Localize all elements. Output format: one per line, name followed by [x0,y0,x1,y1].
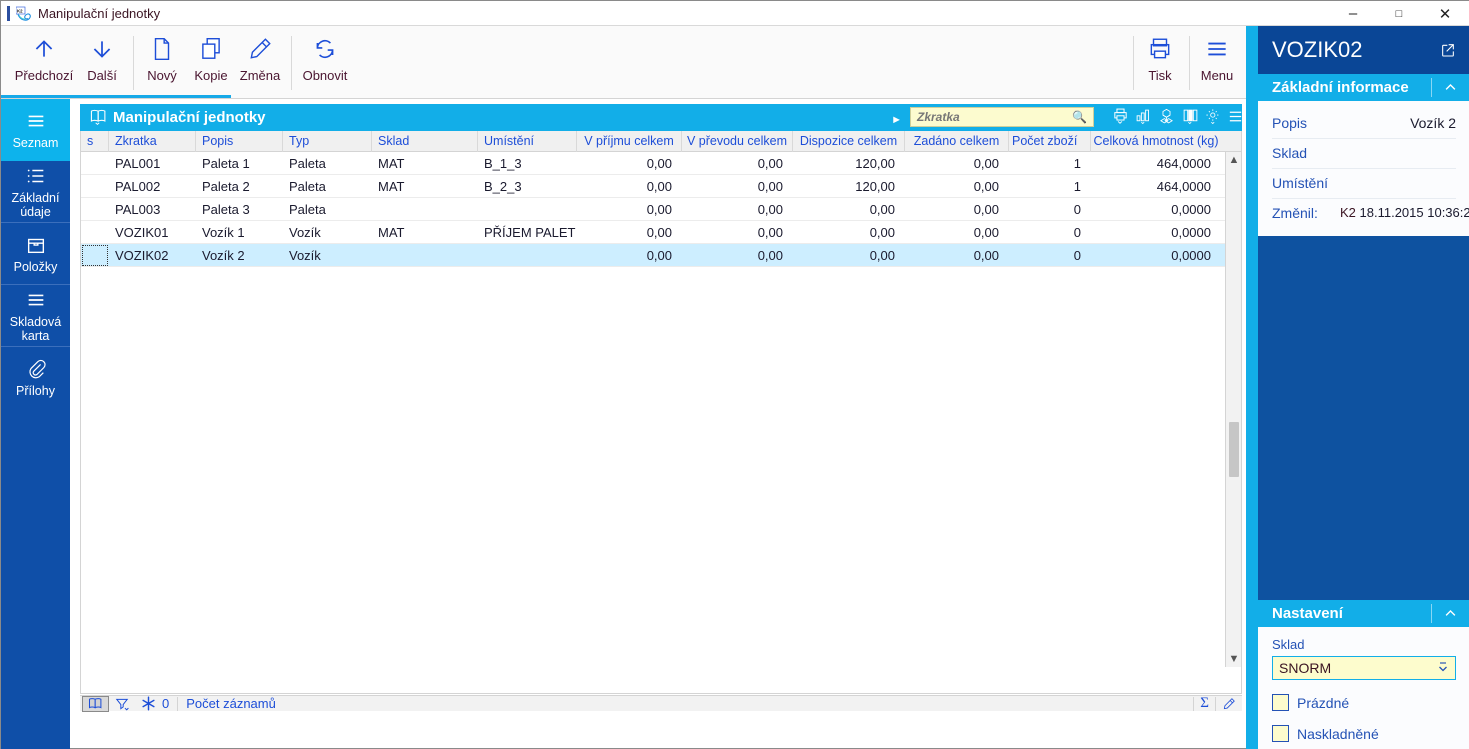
svg-text:K2: K2 [17,8,23,13]
